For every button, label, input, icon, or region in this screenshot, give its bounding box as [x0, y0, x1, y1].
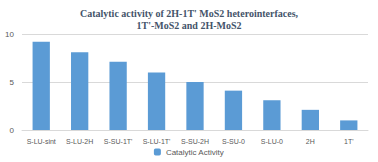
svg-text:S-LU-2H: S-LU-2H	[66, 138, 93, 145]
svg-text:2H: 2H	[306, 138, 315, 145]
svg-text:Catalytic activity of 2H-1T' M: Catalytic activity of 2H-1T' MoS2 hetero…	[80, 8, 299, 19]
svg-text:S-SU-0: S-SU-0	[222, 138, 245, 145]
svg-text:1T': 1T'	[344, 138, 354, 145]
svg-text:S-SU-1T': S-SU-1T'	[104, 138, 133, 145]
svg-text:S-SU-2H: S-SU-2H	[181, 138, 209, 145]
svg-text:0: 0	[10, 126, 15, 135]
svg-text:S-LU-sint: S-LU-sint	[27, 138, 56, 145]
svg-text:Catalytic Activity: Catalytic Activity	[166, 148, 224, 157]
svg-text:5: 5	[10, 78, 15, 87]
svg-text:S-LU-1T': S-LU-1T'	[143, 138, 171, 145]
svg-text:1T'-MoS2 and 2H-MoS2: 1T'-MoS2 and 2H-MoS2	[136, 20, 241, 31]
svg-text:S-LU-0: S-LU-0	[261, 138, 283, 145]
svg-text:10: 10	[5, 30, 14, 39]
